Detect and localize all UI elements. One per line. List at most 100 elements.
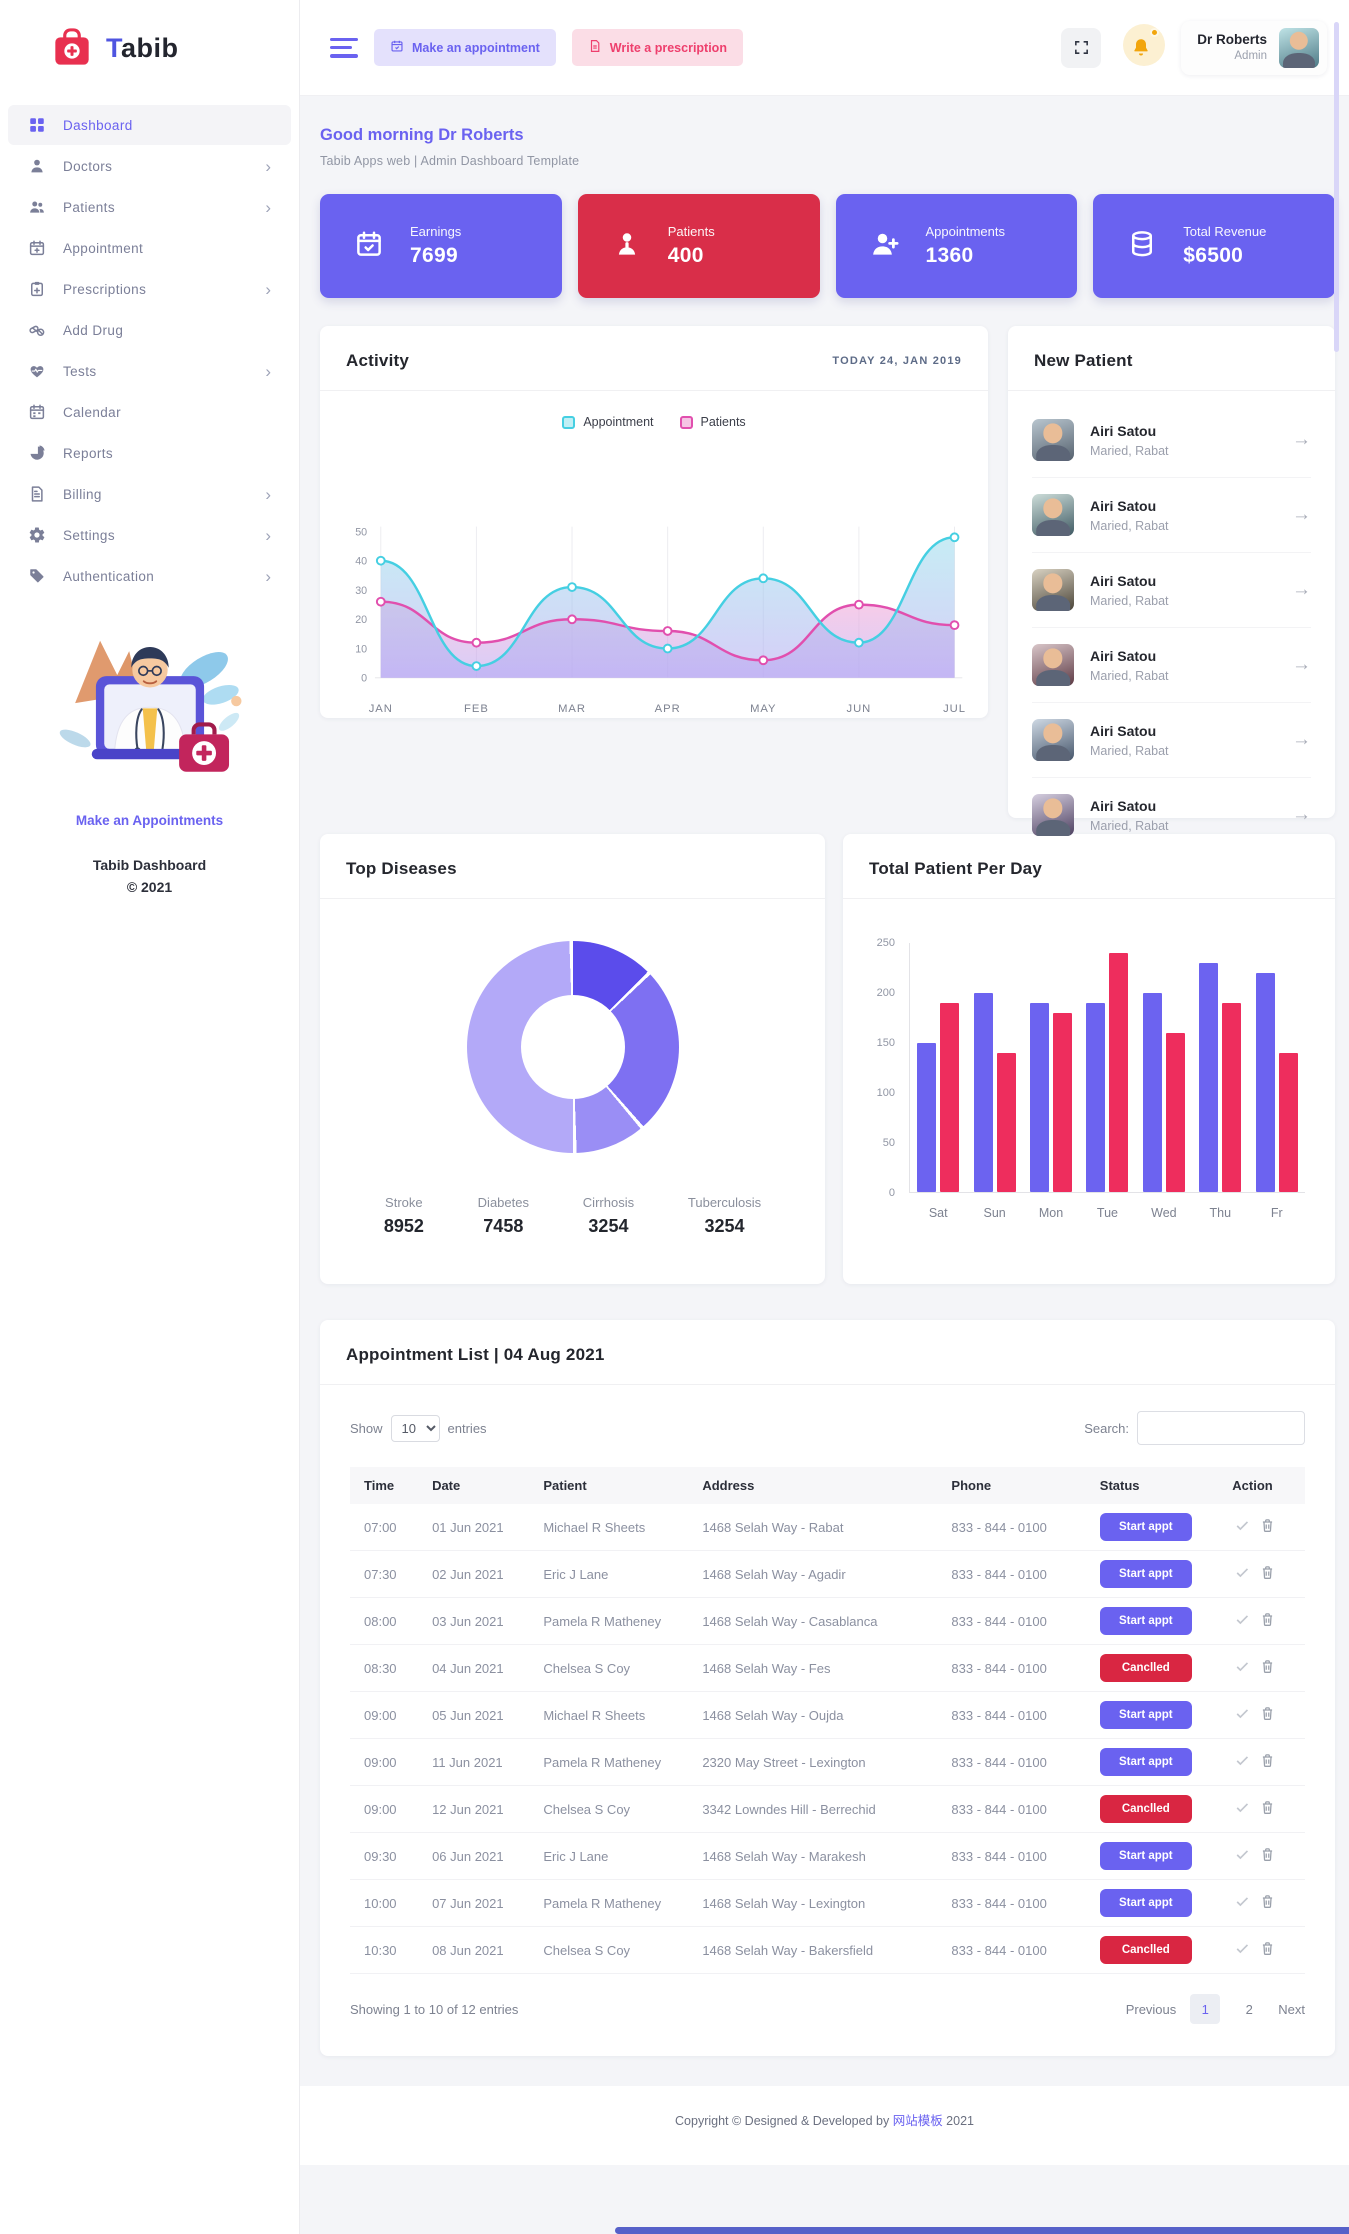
- page-size-select[interactable]: 10: [390, 1414, 440, 1442]
- sidebar-item-authentication[interactable]: Authentication ›: [8, 556, 291, 596]
- delete-trash-icon[interactable]: [1257, 1750, 1278, 1774]
- status-badge[interactable]: Start appt: [1099, 1513, 1192, 1541]
- stat-card-total-revenue: Total Revenue $6500: [1093, 194, 1335, 298]
- page-number-1[interactable]: 1: [1190, 1994, 1221, 2024]
- svg-text:20: 20: [355, 614, 367, 626]
- appointment-row: 09:00 12 Jun 2021 Chelsea S Coy 3342 Low…: [350, 1785, 1305, 1833]
- delete-trash-icon[interactable]: [1257, 1938, 1278, 1962]
- sidebar-copyright: Tabib Dashboard © 2021: [92, 856, 207, 896]
- sidebar-item-prescriptions[interactable]: Prescriptions ›: [8, 269, 291, 309]
- greeting-title: Good morning Dr Roberts: [320, 126, 524, 144]
- sidebar-item-appointment[interactable]: Appointment ›: [8, 228, 291, 268]
- confirm-check-icon[interactable]: [1232, 1750, 1253, 1774]
- confirm-check-icon[interactable]: [1232, 1515, 1253, 1539]
- authentication-icon: [28, 567, 46, 585]
- bars-plot: Sat Sun Mon Tue Wed Thu Fr: [909, 943, 1305, 1220]
- patient-list-item[interactable]: Airi Satou Maried, Rabat →: [1032, 403, 1311, 478]
- status-badge[interactable]: Start appt: [1099, 1842, 1192, 1870]
- settings-icon: [28, 526, 46, 544]
- user-menu[interactable]: Dr Roberts Admin: [1181, 20, 1327, 75]
- patient-list-item[interactable]: Airi Satou Maried, Rabat →: [1032, 628, 1311, 703]
- previous-page-button[interactable]: Previous: [1125, 2001, 1177, 2017]
- arrow-right-icon[interactable]: →: [1292, 729, 1311, 750]
- delete-trash-icon[interactable]: [1257, 1797, 1278, 1821]
- file-text-icon: [588, 39, 602, 56]
- page-number-2[interactable]: 2: [1234, 1994, 1264, 2024]
- bar: [940, 1002, 960, 1192]
- sidebar-item-doctors[interactable]: Doctors ›: [8, 146, 291, 186]
- status-badge[interactable]: Canclled: [1099, 1795, 1192, 1823]
- logo[interactable]: Tabib: [0, 0, 299, 96]
- sidebar-item-patients[interactable]: Patients ›: [8, 187, 291, 227]
- status-badge[interactable]: Start appt: [1099, 1701, 1192, 1729]
- delete-trash-icon[interactable]: [1257, 1703, 1278, 1727]
- delete-trash-icon[interactable]: [1257, 1515, 1278, 1539]
- confirm-check-icon[interactable]: [1232, 1891, 1253, 1915]
- delete-trash-icon[interactable]: [1257, 1844, 1278, 1868]
- delete-trash-icon[interactable]: [1257, 1609, 1278, 1633]
- activity-chart: 0 10 20 30 40 50 JAN FEB MAR APR MAY JUN JUL: [355, 526, 965, 715]
- sidebar-item-reports[interactable]: Reports ›: [8, 433, 291, 473]
- make-appointment-button[interactable]: Make an appointment: [374, 29, 556, 66]
- confirm-check-icon[interactable]: [1232, 1656, 1253, 1680]
- stat-cards: Earnings 7699 Patients 400 Appointments: [320, 194, 1335, 298]
- menu-toggle-icon[interactable]: [330, 37, 358, 58]
- status-badge[interactable]: Start appt: [1099, 1560, 1192, 1588]
- sidebar-item-dashboard[interactable]: Dashboard ›: [8, 105, 291, 145]
- horizontal-scrollbar-thumb[interactable]: [615, 2227, 1349, 2234]
- confirm-check-icon[interactable]: [1232, 1609, 1253, 1633]
- search-input[interactable]: [1137, 1411, 1305, 1445]
- arrow-right-icon[interactable]: →: [1292, 654, 1311, 675]
- arrow-right-icon[interactable]: →: [1292, 804, 1311, 825]
- svg-text:JAN: JAN: [369, 703, 393, 715]
- arrow-right-icon[interactable]: →: [1292, 579, 1311, 600]
- make-appointments-link[interactable]: Make an Appointments: [75, 812, 224, 828]
- bar: [1053, 1012, 1073, 1192]
- write-prescription-button[interactable]: Write a prescription: [571, 29, 743, 66]
- legend-item: Patients: [679, 415, 746, 429]
- patient-list-item[interactable]: Airi Satou Maried, Rabat →: [1032, 553, 1311, 628]
- patient-avatar: [1032, 719, 1074, 761]
- bar: [1142, 992, 1162, 1192]
- y-tick-label: 200: [876, 987, 895, 999]
- patient-list-item[interactable]: Airi Satou Maried, Rabat →: [1032, 703, 1311, 778]
- status-badge[interactable]: Canclled: [1099, 1936, 1192, 1964]
- status-badge[interactable]: Start appt: [1099, 1748, 1192, 1776]
- status-badge[interactable]: Canclled: [1099, 1654, 1192, 1682]
- list-scrollbar-thumb[interactable]: [1334, 22, 1339, 352]
- confirm-check-icon[interactable]: [1232, 1844, 1253, 1868]
- sidebar-item-tests[interactable]: Tests ›: [8, 351, 291, 391]
- stat-card-patients: Patients 400: [577, 194, 820, 298]
- arrow-right-icon[interactable]: →: [1292, 429, 1311, 450]
- delete-trash-icon[interactable]: [1257, 1656, 1278, 1680]
- status-badge[interactable]: Start appt: [1099, 1607, 1192, 1635]
- fullscreen-icon[interactable]: [1061, 27, 1102, 68]
- footer-credit-link[interactable]: 网站模板: [892, 2114, 943, 2128]
- sidebar-item-calendar[interactable]: Calendar ›: [8, 392, 291, 432]
- confirm-check-icon[interactable]: [1232, 1797, 1253, 1821]
- arrow-right-icon[interactable]: →: [1292, 504, 1311, 525]
- appointment-row: 07:30 02 Jun 2021 Eric J Lane 1468 Selah…: [350, 1550, 1305, 1598]
- sidebar-item-add-drug[interactable]: Add Drug ›: [8, 310, 291, 350]
- chevron-right-icon: ›: [265, 484, 271, 504]
- confirm-check-icon[interactable]: [1232, 1703, 1253, 1727]
- confirm-check-icon[interactable]: [1232, 1938, 1253, 1962]
- status-badge[interactable]: Start appt: [1099, 1889, 1192, 1917]
- sidebar-item-settings[interactable]: Settings ›: [8, 515, 291, 555]
- main-area: Make an appointment Write a prescription…: [300, 0, 1349, 2165]
- confirm-check-icon[interactable]: [1232, 1562, 1253, 1586]
- patient-avatar: [1032, 644, 1074, 686]
- sidebar-item-billing[interactable]: Billing ›: [8, 474, 291, 514]
- notifications-bell-icon[interactable]: [1117, 23, 1166, 72]
- next-page-button[interactable]: Next: [1278, 2001, 1305, 2017]
- delete-trash-icon[interactable]: [1257, 1562, 1278, 1586]
- patient-list-item[interactable]: Airi Satou Maried, Rabat →: [1032, 778, 1311, 852]
- delete-trash-icon[interactable]: [1257, 1891, 1278, 1915]
- tests-icon: [28, 362, 46, 380]
- new-patient-card: New Patient Airi Satou Maried, Rabat →: [1008, 22, 1339, 836]
- svg-text:30: 30: [355, 585, 367, 597]
- chevron-right-icon: ›: [265, 525, 271, 545]
- reports-icon: [28, 444, 46, 462]
- entries-summary: Showing 1 to 10 of 12 entries: [350, 2001, 519, 2017]
- patient-list-item[interactable]: Airi Satou Maried, Rabat →: [1032, 478, 1311, 553]
